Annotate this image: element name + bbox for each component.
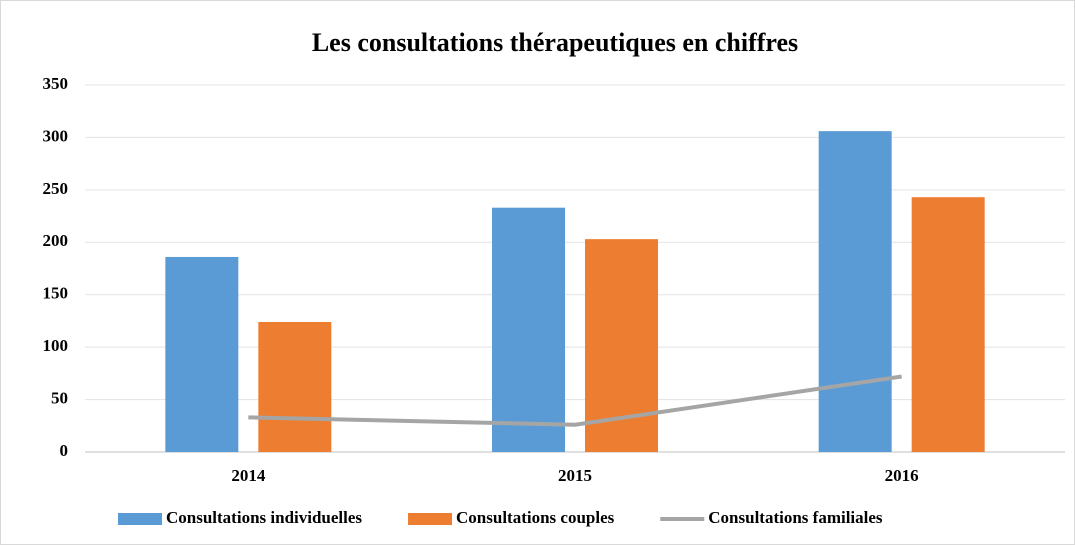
x-tick-label: 2014 (231, 466, 266, 485)
bar (911, 197, 985, 452)
y-tick-label: 300 (43, 126, 69, 145)
y-tick-label: 200 (43, 231, 69, 250)
x-tick-label: 2016 (885, 466, 919, 485)
y-tick-label: 150 (43, 284, 69, 303)
y-tick-label: 0 (60, 441, 69, 460)
bar (492, 207, 565, 452)
legend-swatch (118, 513, 162, 525)
y-tick-label: 250 (43, 179, 69, 198)
legend-label: Consultations individuelles (166, 508, 362, 527)
legend-swatch (408, 513, 453, 525)
chart-title: Les consultations thérapeutiques en chif… (312, 28, 798, 57)
y-tick-label: 100 (43, 336, 69, 355)
line (248, 374, 902, 427)
bar (818, 131, 892, 452)
legend-label: Consultations couples (456, 508, 615, 527)
bar (165, 256, 239, 452)
y-tick-label: 50 (51, 388, 68, 407)
x-tick-label: 2015 (558, 466, 592, 485)
legend-label: Consultations familiales (708, 508, 883, 527)
bar (258, 321, 332, 452)
y-tick-label: 350 (43, 74, 69, 93)
